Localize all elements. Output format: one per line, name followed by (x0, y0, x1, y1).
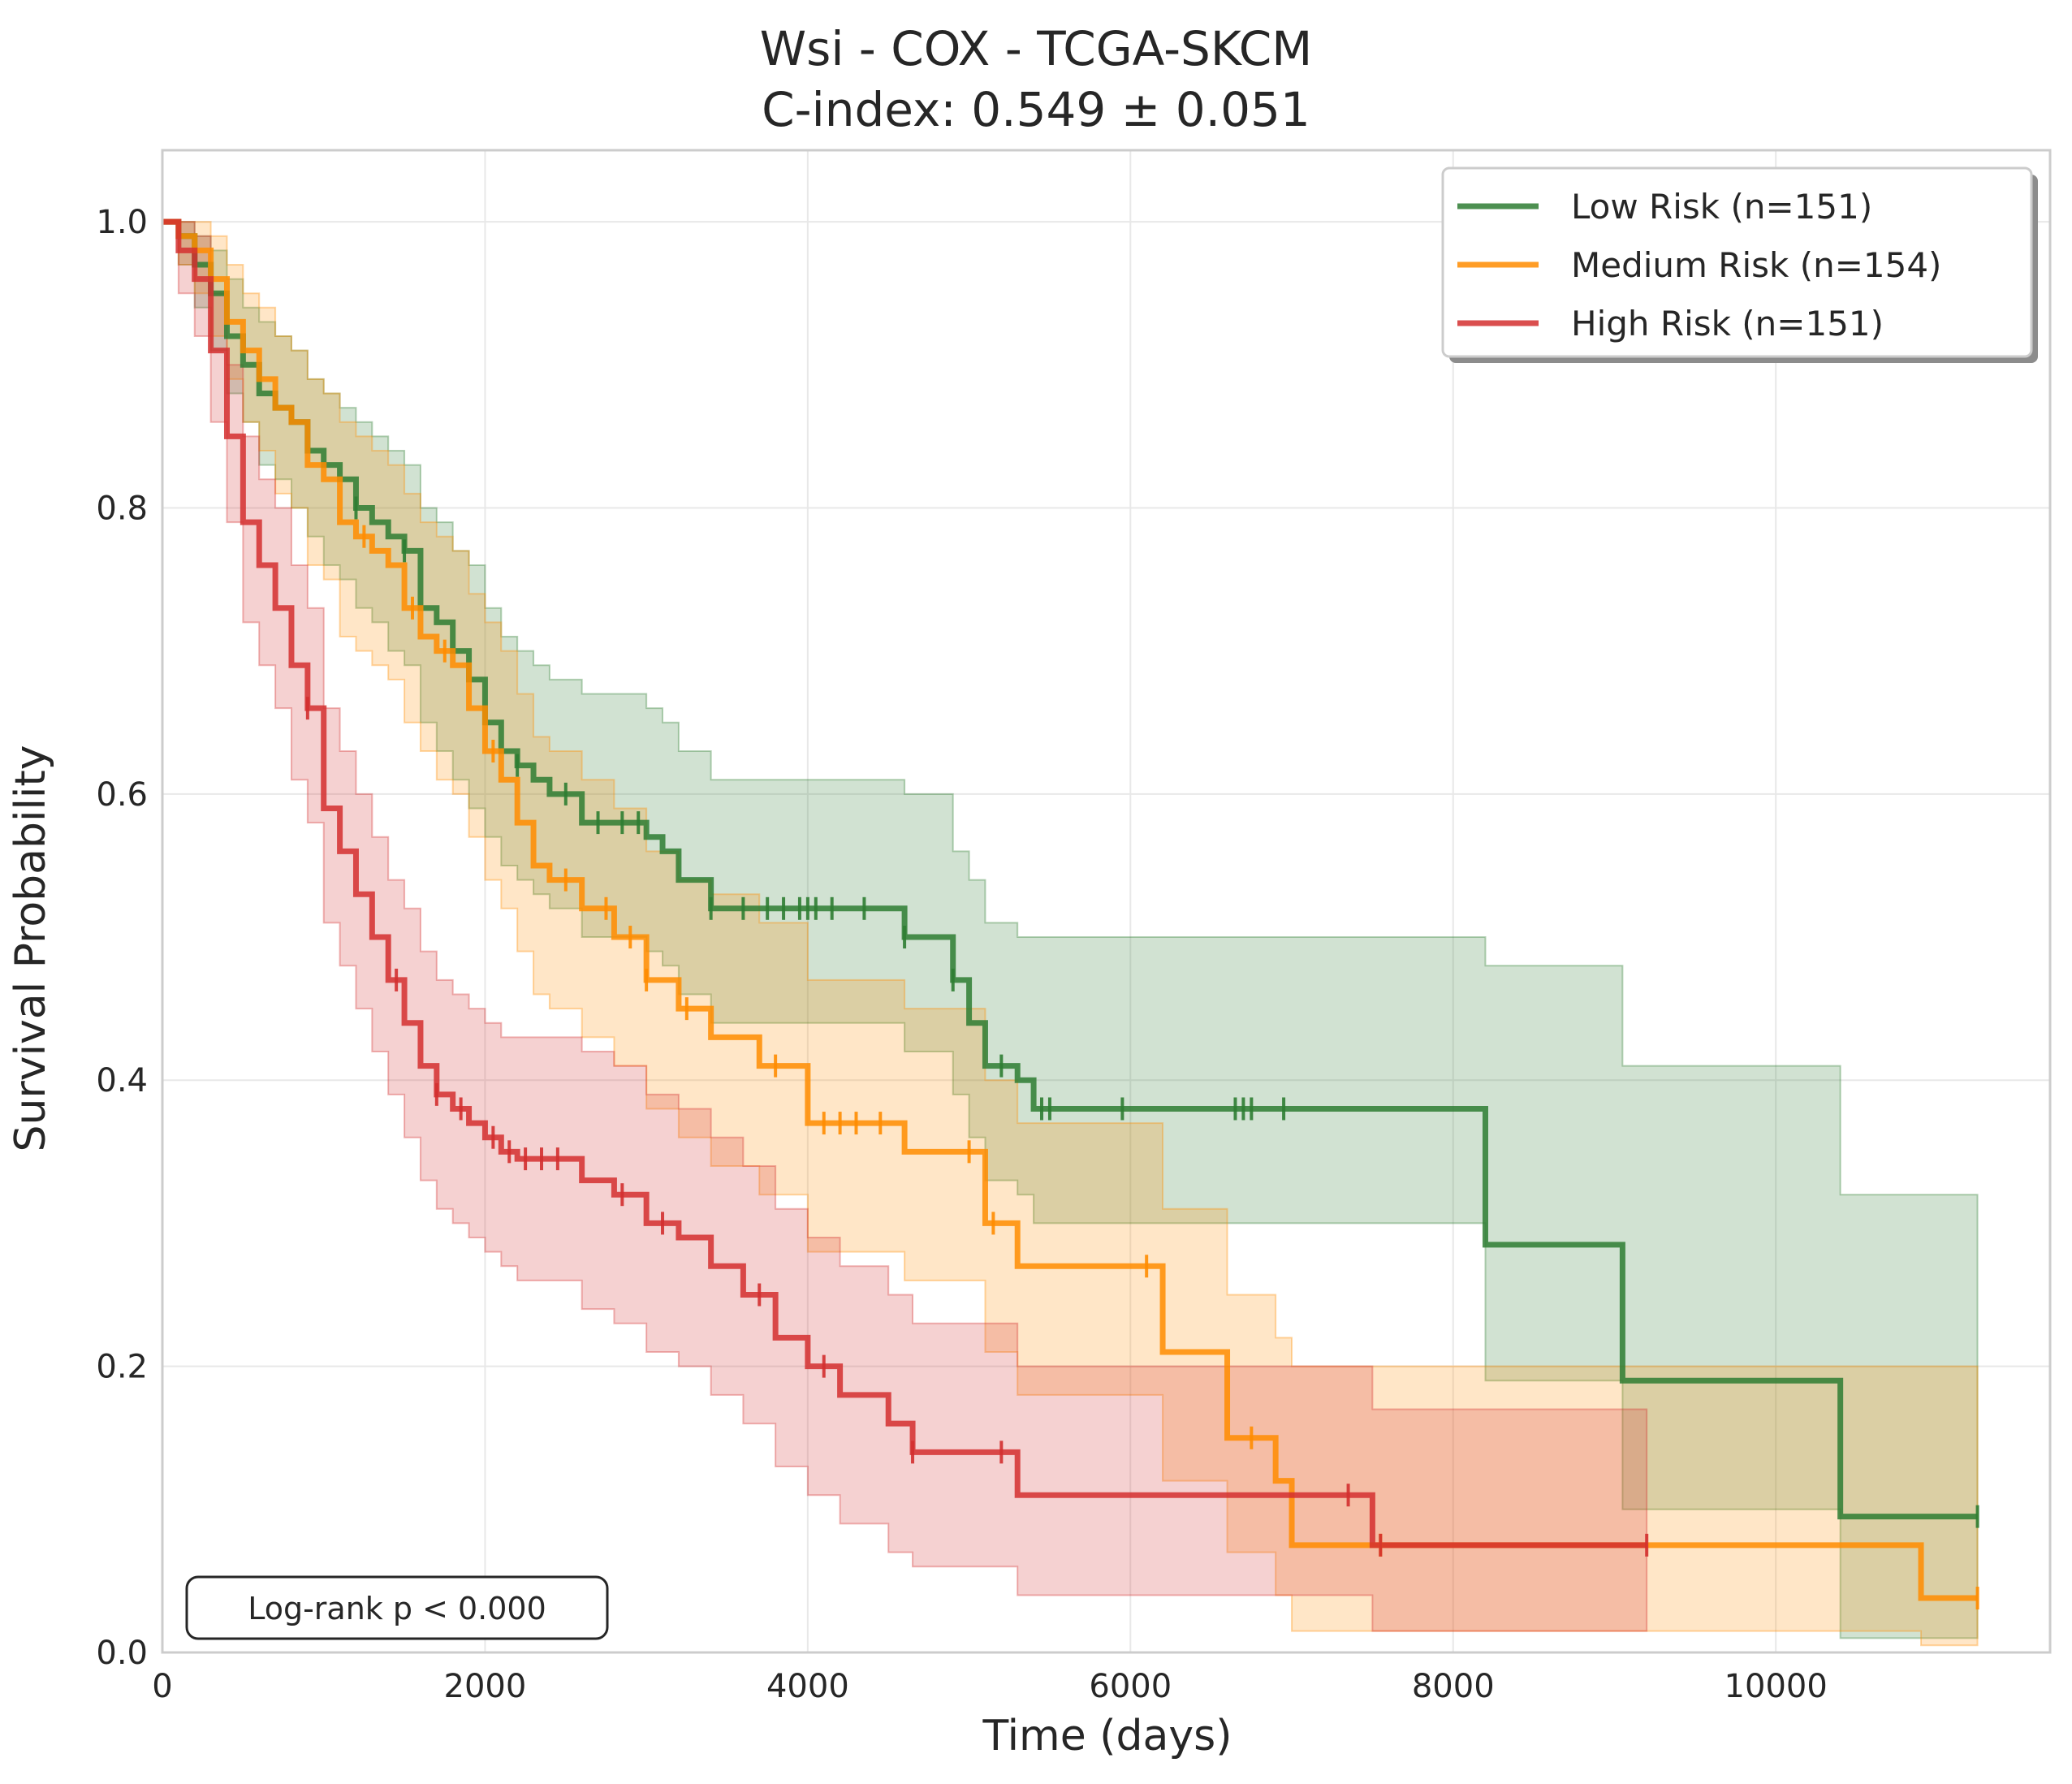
x-axis-label: Time (days) (982, 1712, 1232, 1760)
medium-risk-curve (162, 218, 1978, 1601)
chart-title: Wsi - COX - TCGA-SKCM (760, 21, 1312, 76)
y-tick-label: 1.0 (96, 204, 148, 241)
legend: Low Risk (n=151) Medium Risk (n=154) High … (1441, 166, 2038, 363)
logrank-annotation: Log-rank p < 0.000 (185, 1575, 609, 1640)
x-tick-label: 0 (152, 1668, 172, 1705)
x-axis-ticks: 0 2000 4000 6000 8000 10000 (152, 1668, 1828, 1705)
medium-risk-legend-label: Medium Risk (n=154) (1571, 245, 1941, 285)
x-tick-label: 10000 (1725, 1668, 1828, 1705)
chart-subtitle: C-index: 0.549 ± 0.051 (762, 82, 1310, 137)
low-risk-ci-band (162, 221, 1979, 1639)
x-tick-label: 6000 (1089, 1668, 1172, 1705)
legend-box (1441, 166, 2033, 358)
medium-risk-ci-band (162, 221, 1979, 1647)
plot-frame (161, 149, 2052, 1654)
censor-marks (305, 496, 1979, 1610)
x-tick-label: 8000 (1412, 1668, 1495, 1705)
y-tick-label: 0.2 (96, 1349, 148, 1386)
y-tick-label: 0.8 (96, 490, 148, 527)
x-tick-label: 4000 (766, 1668, 849, 1705)
high-risk-legend-label: High Risk (n=151) (1571, 304, 1884, 343)
y-axis-ticks: 0.0 0.2 0.4 0.6 0.8 1.0 (96, 204, 148, 1672)
logrank-text: Log-rank p < 0.000 (248, 1591, 546, 1626)
y-axis-label: Survival Probability (6, 745, 55, 1151)
y-tick-label: 0.4 (96, 1062, 148, 1099)
y-tick-label: 0.6 (96, 776, 148, 814)
low-risk-legend-label: Low Risk (n=151) (1571, 187, 1872, 227)
confidence-bands (162, 221, 1979, 1647)
high-risk-ci-band (162, 221, 1648, 1632)
y-tick-label: 0.0 (96, 1635, 148, 1672)
x-tick-label: 2000 (444, 1668, 527, 1705)
